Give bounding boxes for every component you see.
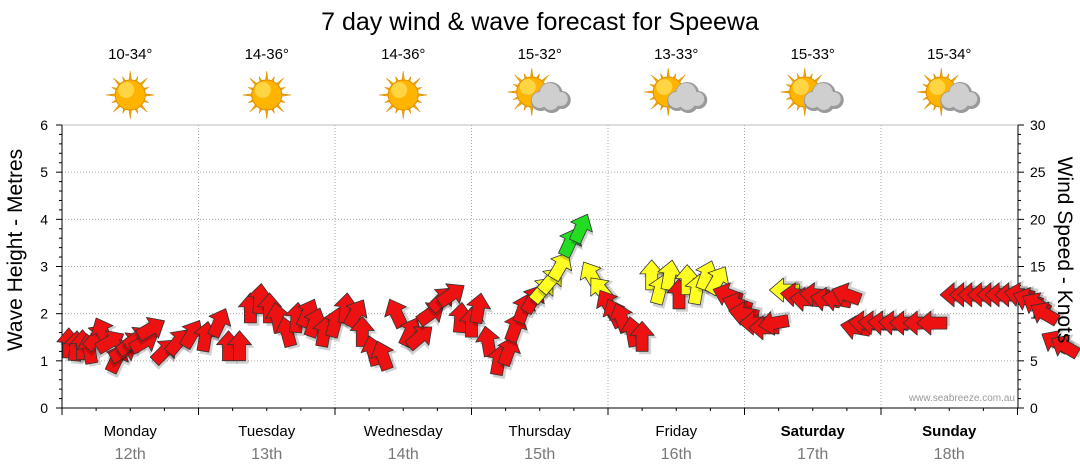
sunny-icon	[242, 70, 291, 120]
wind-arrow	[547, 252, 573, 286]
temperature-range-label: 15-34°	[927, 46, 971, 63]
partly-cloudy-icon	[780, 67, 844, 117]
partly-cloudy-icon	[507, 67, 571, 117]
partly-cloudy-icon	[644, 67, 708, 117]
day-name-label: Thursday	[508, 423, 571, 440]
left-tick-label: 4	[40, 211, 48, 227]
chart-grid	[61, 124, 1019, 409]
day-date-label: 18th	[934, 446, 965, 463]
day-name-label: Friday	[655, 423, 697, 440]
day-axis: Monday 12th Tuesday 13th Wednesday 14th Thursd…	[61, 407, 1018, 463]
left-tick-label: 6	[40, 117, 48, 133]
wind-arrow	[831, 281, 866, 306]
right-tick-label: 0	[1030, 400, 1038, 416]
right-tick-label: 30	[1030, 117, 1046, 133]
temperature-range-label: 15-32°	[518, 46, 562, 63]
wind-arrow	[404, 326, 433, 356]
wind-arrow	[916, 308, 950, 336]
right-tick-label: 25	[1030, 164, 1046, 180]
temperature-range-label: 13-33°	[654, 46, 698, 63]
day-date-label: 15th	[524, 446, 555, 463]
day-name-label: Wednesday	[364, 423, 443, 440]
chart-title: 7 day wind & wave forecast for Speewa	[321, 8, 759, 36]
wind-arrow	[758, 308, 792, 336]
left-tick-label: 3	[40, 259, 48, 275]
cloud-icon	[940, 82, 981, 113]
wind-arrow	[370, 340, 398, 374]
day-date-label: 14th	[388, 446, 419, 463]
wind-arrows	[56, 213, 1080, 380]
day-date-label: 17th	[797, 446, 828, 463]
temperature-range-label: 15-33°	[791, 46, 835, 63]
wave-height-axis-title: Wave Height - Metres	[4, 149, 27, 351]
wind-arrow	[207, 308, 233, 343]
cloud-icon	[530, 82, 571, 113]
wind-arrow	[657, 259, 684, 295]
day-name-label: Tuesday	[238, 423, 295, 440]
temperature-range-label: 14-36°	[381, 46, 425, 63]
cloud-icon	[667, 82, 708, 113]
wind-arrow	[1030, 301, 1065, 327]
wind-speed-axis: 051015202530	[1017, 117, 1046, 416]
left-tick-label: 0	[40, 400, 48, 416]
temperature-range-label: 10-34°	[108, 46, 152, 63]
day-name-label: Saturday	[781, 423, 846, 440]
wind-arrow	[435, 283, 465, 312]
wind-arrow	[629, 320, 658, 355]
right-tick-label: 15	[1030, 259, 1046, 275]
left-tick-label: 2	[40, 306, 48, 322]
day-date-label: 13th	[251, 446, 282, 463]
wind-speed-axis-title: Wind Speed - Knots	[1053, 157, 1076, 344]
temperature-range-label: 14-36°	[245, 46, 289, 63]
wind-arrow	[342, 299, 368, 333]
day-date-label: 12th	[115, 446, 146, 463]
sunny-icon	[106, 70, 155, 120]
day-name-label: Sunday	[922, 423, 977, 440]
right-tick-label: 20	[1030, 211, 1046, 227]
watermark: www.seabreeze.com.au	[908, 393, 1015, 404]
wind-arrow	[568, 213, 594, 249]
wind-arrow	[134, 317, 165, 346]
weather-row: 10-34° 14-36° 14-36° 15-32° 13-33° 15-33° 15-3…	[106, 46, 981, 120]
left-tick-label: 5	[40, 164, 48, 180]
wave-height-axis: 0 1 2 3 4 5 6	[40, 117, 63, 416]
sunny-icon	[379, 70, 428, 120]
wind-arrow	[466, 292, 493, 328]
partly-cloudy-icon	[917, 67, 981, 117]
wind-arrow	[227, 330, 255, 364]
right-tick-label: 5	[1030, 353, 1038, 369]
wind-arrow	[704, 266, 730, 300]
left-tick-label: 1	[40, 353, 48, 369]
day-date-label: 16th	[661, 446, 692, 463]
day-name-label: Monday	[104, 423, 158, 440]
wind-arrow	[497, 335, 523, 371]
cloud-icon	[803, 82, 844, 113]
wind-arrow	[1051, 334, 1080, 360]
